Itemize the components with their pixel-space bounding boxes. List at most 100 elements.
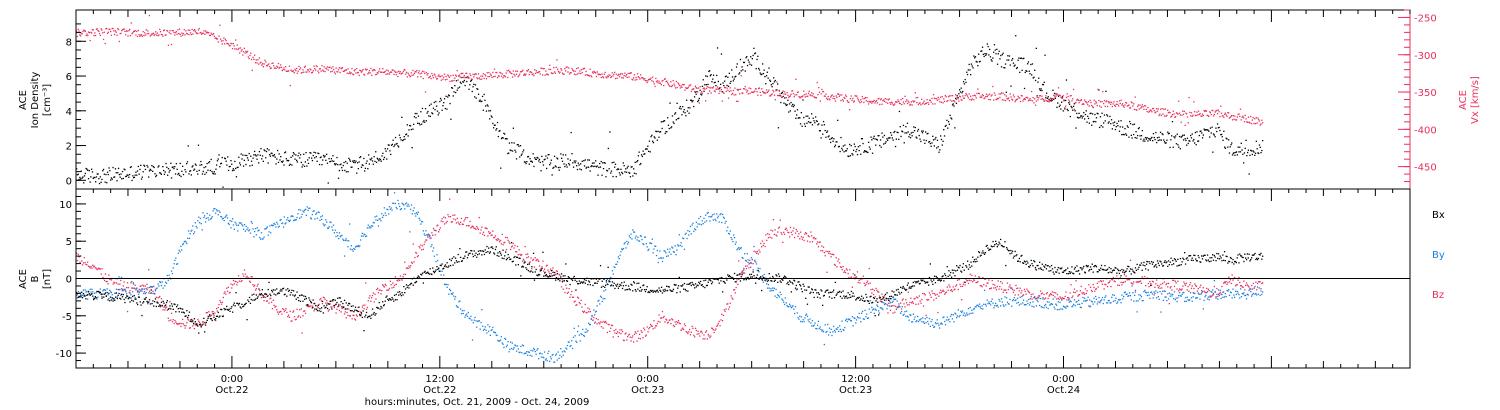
vx-point: [276, 65, 278, 67]
vx-point: [984, 97, 986, 99]
vx-point: [548, 68, 550, 70]
vx-point: [1201, 113, 1204, 115]
density-point: [758, 67, 760, 70]
density-point: [749, 63, 751, 65]
by-point: [98, 291, 101, 293]
density-point: [110, 177, 113, 179]
by-point: [364, 234, 366, 236]
density-point: [503, 132, 505, 134]
vx-point: [836, 96, 838, 99]
vx-point: [848, 101, 850, 103]
vx-point: [860, 99, 862, 101]
vx-point: [347, 68, 349, 70]
bz-point: [815, 238, 817, 240]
vx-point: [782, 90, 784, 92]
bz-point: [335, 312, 337, 314]
vx-point: [110, 34, 113, 36]
vx-point: [528, 73, 530, 76]
vx-point: [635, 76, 637, 79]
density-point: [76, 168, 78, 170]
vx-point: [88, 32, 90, 34]
density-point: [1232, 152, 1234, 155]
vx-point: [865, 100, 867, 102]
vx-point: [452, 74, 454, 76]
bz-point: [653, 320, 655, 322]
vx-point: [966, 95, 969, 97]
bz-point: [276, 311, 279, 313]
vx-point: [1166, 114, 1168, 116]
vx-point: [492, 71, 494, 74]
density-point: [84, 172, 86, 175]
vx-point: [493, 68, 496, 70]
vx-point: [654, 85, 656, 88]
by-point: [204, 215, 206, 217]
bz-point: [204, 321, 206, 324]
density-point: [202, 170, 204, 173]
density-point: [542, 164, 545, 166]
bz-point: [701, 332, 703, 334]
density-point: [883, 134, 886, 137]
density-point: [297, 155, 299, 157]
vx-point: [700, 92, 702, 94]
bz-point: [755, 251, 757, 253]
density-point: [462, 81, 464, 83]
bz-point: [483, 234, 486, 237]
density-point: [423, 119, 425, 122]
density-point: [533, 165, 535, 168]
density-point: [192, 165, 194, 167]
density-point: [179, 162, 181, 165]
by-point: [451, 293, 453, 295]
vx-point: [357, 71, 359, 74]
vx-point: [784, 91, 786, 93]
density-point: [974, 56, 977, 58]
by-point: [323, 225, 325, 227]
bz-point: [906, 304, 909, 306]
density-point: [1124, 128, 1126, 130]
density-point: [160, 173, 162, 175]
density-point: [117, 167, 120, 169]
density-point: [899, 126, 901, 128]
vx-point: [167, 44, 170, 46]
vx-point: [520, 71, 522, 73]
density-point: [861, 138, 863, 140]
density-point: [141, 176, 143, 178]
by-point: [84, 289, 86, 291]
density-point: [115, 172, 117, 174]
density-point: [1167, 133, 1170, 135]
density-point: [625, 168, 627, 170]
vx-point: [1139, 104, 1141, 106]
vx-point: [1095, 102, 1098, 104]
bz-point: [924, 294, 926, 296]
vx-point: [504, 75, 506, 77]
density-point: [882, 136, 884, 138]
vx-point: [101, 29, 103, 31]
vx-point: [892, 104, 894, 106]
density-point: [1106, 114, 1108, 116]
density-point: [655, 130, 658, 133]
bz-point: [118, 288, 120, 291]
top-y-label: [cm⁻³]: [42, 84, 53, 116]
vx-point: [216, 38, 219, 40]
vx-point: [166, 29, 168, 32]
vx-point: [665, 81, 667, 83]
bz-point: [317, 307, 319, 309]
bz-point: [1022, 294, 1024, 297]
vx-point: [1072, 98, 1074, 100]
density-point: [136, 174, 138, 176]
bz-point: [435, 230, 437, 232]
vx-point: [805, 93, 807, 95]
by-point: [138, 291, 140, 294]
bz-point: [806, 240, 809, 242]
bz-point: [446, 220, 448, 223]
vx-point: [211, 33, 213, 36]
bz-point: [1170, 286, 1172, 288]
bz-point: [390, 284, 392, 286]
bz-point: [705, 331, 707, 333]
vx-point: [450, 75, 452, 77]
density-point: [349, 160, 352, 162]
bz-point: [438, 229, 441, 231]
density-point: [352, 161, 355, 163]
bz-point: [830, 256, 832, 258]
vx-point: [360, 70, 362, 72]
by-point: [385, 214, 387, 217]
